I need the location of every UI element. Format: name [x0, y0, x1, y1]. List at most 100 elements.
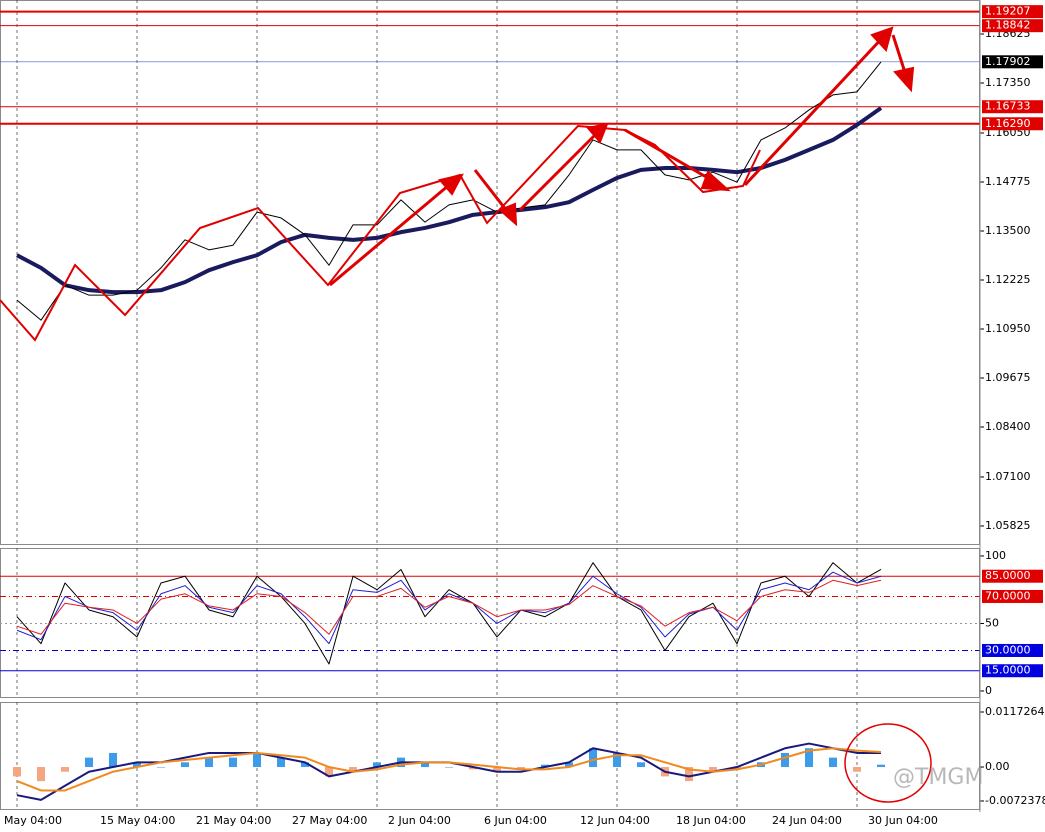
y-tick-label: 1.05825	[985, 519, 1031, 532]
histogram-bar	[157, 767, 165, 768]
series-line	[16, 579, 882, 635]
histogram-bar	[61, 767, 69, 772]
histogram-bar	[349, 767, 357, 772]
y-tick-label: 1.13500	[985, 224, 1031, 237]
level-box	[982, 55, 1043, 69]
highlight-circle	[844, 723, 932, 803]
histogram-bar	[373, 762, 381, 768]
histogram-bar	[133, 762, 141, 768]
arrow	[624, 128, 721, 187]
y-tick-label: 1.12225	[985, 273, 1031, 286]
arrow-head	[893, 66, 915, 93]
annotations	[0, 26, 932, 803]
level-box	[982, 589, 1043, 603]
x-tick-label: 30 Jun 04:00	[868, 814, 938, 827]
histogram-bar	[469, 767, 477, 770]
arrow	[329, 178, 456, 287]
y-tick-label: 0.0117264	[985, 705, 1045, 718]
level-label: 70.0000	[985, 589, 1031, 602]
watermark: @TMGM	[893, 765, 983, 790]
histogram-bar	[181, 762, 189, 768]
level-box	[982, 643, 1043, 657]
y-tick-label: 1.09675	[985, 371, 1031, 384]
series-line	[16, 571, 882, 645]
series-line	[16, 747, 882, 792]
histogram-bar	[493, 767, 501, 772]
histogram-bar	[709, 767, 717, 772]
histogram-bar	[301, 762, 309, 768]
histogram-bar	[853, 767, 861, 772]
arrow-head	[498, 202, 518, 227]
level-label: 85.0000	[985, 569, 1031, 582]
y-tick-label: 1.08400	[985, 420, 1031, 433]
arrow-head	[870, 26, 894, 52]
y-tick-label: 1.10950	[985, 322, 1031, 335]
level-box	[982, 5, 1043, 19]
x-tick-label: 24 Jun 04:00	[772, 814, 842, 827]
histogram-bar	[325, 767, 333, 777]
histogram-bar	[13, 767, 21, 777]
histogram-bar	[805, 748, 813, 768]
histogram-bar	[421, 762, 429, 768]
arrow	[743, 33, 887, 187]
y-tick-label: 0	[985, 684, 992, 697]
histogram-bar	[277, 757, 285, 768]
y-tick-label: 1.07100	[985, 470, 1031, 483]
series-line	[16, 562, 882, 665]
level-label: 1.19207	[985, 5, 1031, 18]
y-tick-label: 1.17350	[985, 76, 1031, 89]
histogram-bar	[637, 762, 645, 768]
histogram-bar	[109, 752, 117, 768]
histogram-bar	[37, 767, 45, 782]
arrow-head	[700, 170, 731, 192]
histogram-bar	[589, 748, 597, 768]
level-box	[982, 664, 1043, 678]
histogram-bar	[205, 757, 213, 768]
zigzag	[0, 124, 761, 342]
series-line	[16, 106, 883, 295]
arrow-head	[586, 122, 609, 144]
histogram-bar	[829, 757, 837, 768]
x-tick-label: 27 May 04:00	[292, 814, 367, 827]
y-tick-label: 0.00	[985, 760, 1010, 773]
histogram-bar	[517, 767, 525, 770]
x-tick-label: 12 Jun 04:00	[580, 814, 650, 827]
x-tick-label: 21 May 04:00	[196, 814, 271, 827]
x-tick-label: 2 Jun 04:00	[388, 814, 451, 827]
level-box	[982, 100, 1043, 114]
x-tick-label: 18 Jun 04:00	[676, 814, 746, 827]
histogram-bar	[253, 752, 261, 768]
level-label: 1.18842	[985, 19, 1031, 32]
histogram-bar	[781, 752, 789, 768]
x-tick-label: May 04:00	[4, 814, 62, 827]
y-tick-label: 1.14775	[985, 175, 1031, 188]
y-tick-label: 50	[985, 616, 999, 629]
x-tick-label: 6 Jun 04:00	[484, 814, 547, 827]
histogram-bar	[229, 757, 237, 768]
histogram-bar	[613, 752, 621, 768]
level-label: 30.0000	[985, 643, 1031, 656]
histogram-bar	[445, 767, 453, 768]
histogram-bar	[733, 767, 741, 770]
x-tick-label: 15 May 04:00	[100, 814, 175, 827]
level-label: 15.0000	[985, 664, 1031, 677]
y-tick-label: -0.0072378	[985, 794, 1045, 807]
level-box	[982, 19, 1043, 33]
histogram-bar	[85, 757, 93, 768]
histogram-bar	[877, 764, 885, 768]
level-box	[982, 569, 1043, 583]
level-label: 1.16733	[985, 100, 1031, 113]
series-line	[16, 61, 882, 321]
level-box	[982, 117, 1043, 131]
histogram-bar	[565, 762, 573, 768]
arrow-head	[438, 173, 464, 196]
level-label: 1.17902	[985, 55, 1031, 68]
arrow	[518, 128, 602, 212]
histogram-bar	[685, 767, 693, 782]
histogram-bar	[541, 764, 549, 768]
y-tick-label: 100	[985, 549, 1006, 562]
level-label: 1.16290	[985, 117, 1031, 130]
